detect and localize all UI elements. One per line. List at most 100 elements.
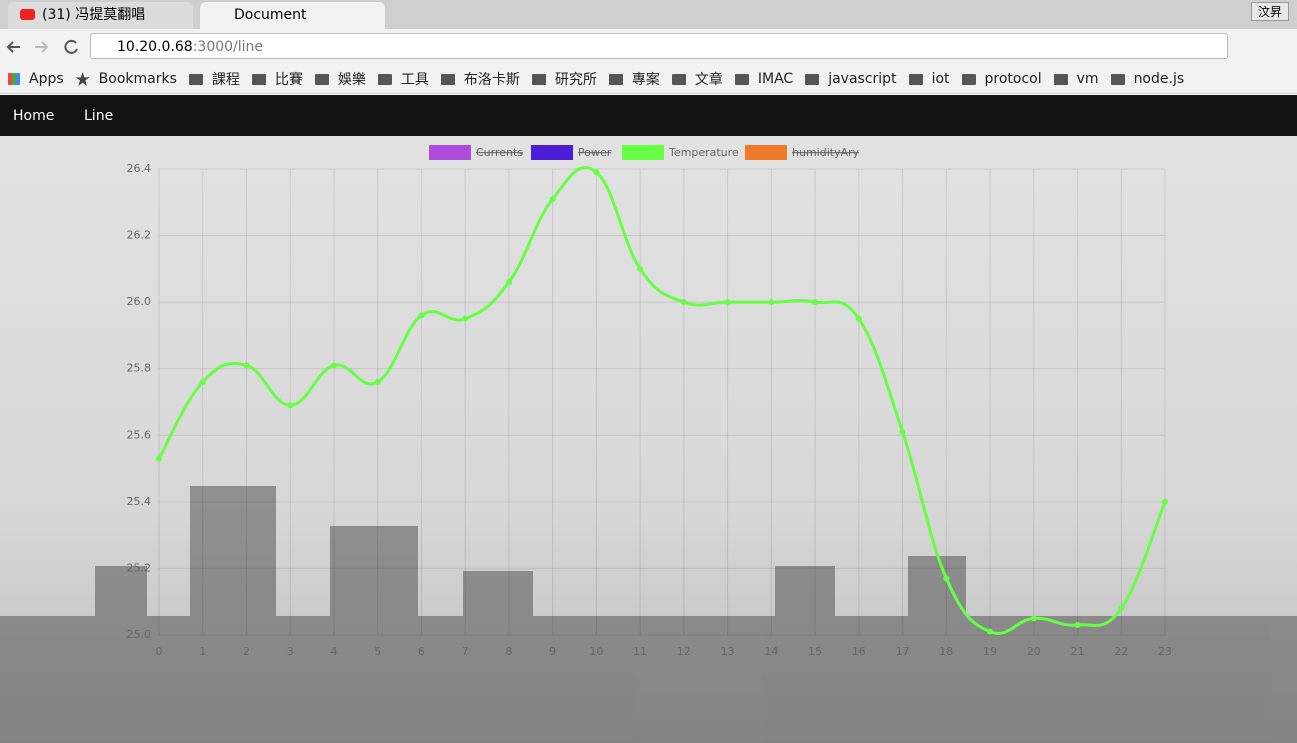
data-point	[1030, 615, 1037, 622]
data-point	[987, 628, 994, 635]
data-point	[505, 279, 512, 286]
bookmark[interactable]: 比賽	[251, 69, 303, 89]
bookmark-icon	[440, 73, 455, 85]
bookmark[interactable]: iot	[908, 71, 950, 87]
x-tick-label: 17	[896, 645, 910, 658]
bookmark[interactable]: Apps	[8, 71, 64, 87]
x-tick-label: 13	[721, 645, 735, 658]
data-point	[199, 379, 206, 386]
x-tick-label: 7	[462, 645, 469, 658]
bookmark-label: 研究所	[554, 72, 597, 88]
legend-item[interactable]: Power	[531, 145, 612, 160]
data-point	[549, 195, 556, 202]
bookmark-label: 專案	[631, 72, 660, 88]
data-point	[943, 575, 950, 582]
profile[interactable]: 汶昇	[1250, 2, 1289, 21]
bookmark-icon	[251, 73, 266, 85]
x-tick-label: 4	[330, 645, 337, 658]
data-point	[593, 169, 600, 176]
x-tick-label: 1	[199, 645, 206, 658]
legend-item[interactable]: Temperature	[622, 145, 739, 160]
bookmark-label: Apps	[29, 71, 64, 87]
x-tick-label: 3	[287, 645, 294, 658]
navbar: Home Line	[0, 95, 1297, 136]
data-point	[243, 362, 250, 369]
bookmark[interactable]: node.js	[1110, 71, 1185, 87]
series-line	[157, 166, 1167, 635]
bookmark-icon	[908, 73, 923, 85]
x-tick-label: 18	[939, 645, 953, 658]
bookmark[interactable]: protocol	[961, 71, 1042, 87]
data-point	[768, 299, 775, 306]
data-point	[462, 315, 469, 322]
tab-bar: (31) 冯提莫翻唱 Document 汶昇	[0, 0, 1297, 29]
legend-swatch	[429, 145, 471, 160]
x-tick-label: 11	[633, 645, 647, 658]
bookmark-icon	[1053, 73, 1068, 85]
bookmark-icon	[608, 73, 623, 85]
bookmark[interactable]: 工具	[377, 69, 429, 89]
y-tick-label: 25.0	[127, 628, 152, 641]
bookmark-icon	[531, 73, 546, 85]
bookmark-icon	[671, 73, 686, 85]
bookmark-label: 工具	[400, 72, 429, 88]
legend-swatch	[622, 145, 664, 160]
bookmark[interactable]: javascript	[805, 71, 897, 87]
x-tick-label: 19	[983, 645, 997, 658]
y-tick-label: 25.6	[127, 428, 152, 441]
data-point	[1118, 605, 1125, 612]
bookmark-label: node.js	[1133, 71, 1185, 87]
data-point	[1162, 498, 1168, 505]
data-point	[156, 455, 162, 462]
bookmark[interactable]: 娛樂	[314, 69, 366, 89]
bookmark-icon	[8, 73, 20, 85]
bookmark[interactable]: Bookmarks	[75, 71, 177, 87]
x-tick-label: 16	[852, 645, 866, 658]
data-point	[855, 315, 862, 322]
bookmark-label: vm	[1076, 71, 1099, 87]
bookmark-icon	[805, 73, 820, 85]
data-point	[680, 299, 687, 306]
bookmark-label: 布洛卡斯	[463, 72, 520, 88]
bookmark[interactable]: 文章	[671, 69, 723, 89]
y-tick-label: 26.2	[127, 229, 152, 242]
nav-buttons[interactable]	[0, 29, 80, 65]
y-tick-label: 25.2	[127, 561, 152, 574]
x-tick-label: 10	[589, 645, 603, 658]
bookmark[interactable]: IMAC	[734, 71, 793, 87]
x-tick-label: 0	[156, 645, 163, 658]
x-tick-label: 9	[549, 645, 556, 658]
bookmark-icon	[75, 72, 90, 86]
tab[interactable]: (31) 冯提莫翻唱	[8, 2, 193, 29]
x-tick-label: 2	[243, 645, 250, 658]
data-point	[812, 299, 819, 306]
nav-link[interactable]: Home	[13, 108, 55, 124]
bookmark-icon	[188, 73, 203, 85]
data-point	[1074, 622, 1081, 629]
tab-title: Document	[234, 7, 307, 23]
legend-swatch	[531, 145, 573, 160]
bookmark[interactable]: 研究所	[531, 69, 597, 89]
bookmark-label: 課程	[211, 72, 240, 88]
bookmark[interactable]: vm	[1053, 71, 1099, 87]
x-tick-label: 22	[1114, 645, 1128, 658]
y-tick-label: 26.0	[127, 295, 152, 308]
x-tick-label: 5	[374, 645, 381, 658]
bookmark[interactable]: 專案	[608, 69, 660, 89]
bookmark[interactable]: 課程	[188, 69, 240, 89]
bookmark[interactable]: 布洛卡斯	[440, 69, 520, 89]
bookmark-label: protocol	[984, 71, 1042, 87]
legend-label: humidityAry	[792, 146, 860, 159]
y-tick-label: 25.4	[127, 495, 152, 508]
legend-item[interactable]: Currents	[429, 145, 523, 160]
url-field[interactable]: 10.20.0.68:3000/line	[90, 33, 1228, 59]
tab[interactable]: Document	[200, 2, 385, 29]
bookmark-icon	[734, 73, 749, 85]
content: 25.0 25.2 25.4 25.6 25.8 26.0 26.2 26.4 0 1 2 3 4 5 6 7…	[0, 136, 1297, 743]
nav-link[interactable]: Line	[84, 108, 114, 124]
bookmark-label: javascript	[828, 71, 897, 87]
legend-label: Power	[578, 146, 612, 159]
url-host: 10.20.0.68	[117, 39, 193, 55]
legend-item[interactable]: humidityAry	[745, 145, 860, 160]
data-point	[287, 402, 294, 409]
